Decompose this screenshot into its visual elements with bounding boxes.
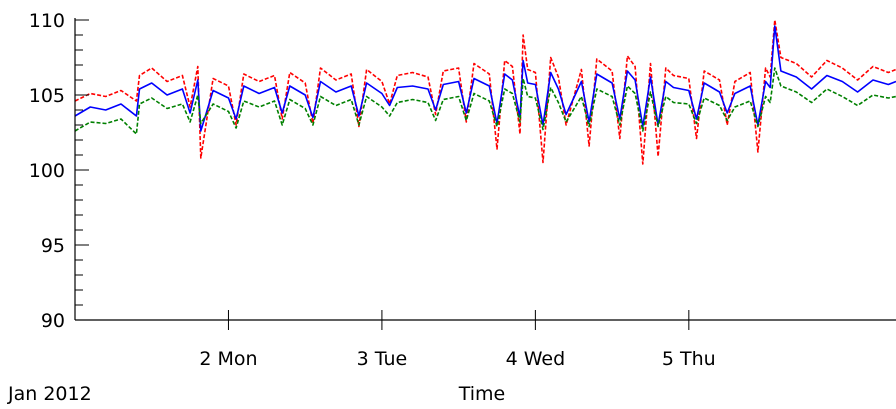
series-line-1 — [74, 19, 896, 165]
y-tick-label: 90 — [41, 310, 65, 332]
series-line-2 — [74, 25, 896, 132]
series-line-3 — [74, 67, 896, 135]
y-axis: 90 95 100 105 110 — [29, 10, 89, 332]
x-axis-title: Time — [458, 383, 506, 405]
y-tick-label: 105 — [29, 85, 65, 107]
x-origin-label: Jan 2012 — [7, 383, 92, 405]
x-tick-label: 4 Wed — [506, 348, 566, 370]
y-tick-label: 95 — [41, 235, 65, 257]
x-tick-label: 5 Thu — [662, 348, 716, 370]
x-axis: 2 Mon 3 Tue 4 Wed 5 Thu — [75, 310, 896, 370]
y-tick-label: 100 — [29, 160, 65, 182]
x-tick-label: 3 Tue — [357, 348, 408, 370]
x-tick-label: 2 Mon — [199, 348, 257, 370]
y-tick-label: 110 — [29, 10, 65, 32]
plot-area — [74, 19, 896, 165]
